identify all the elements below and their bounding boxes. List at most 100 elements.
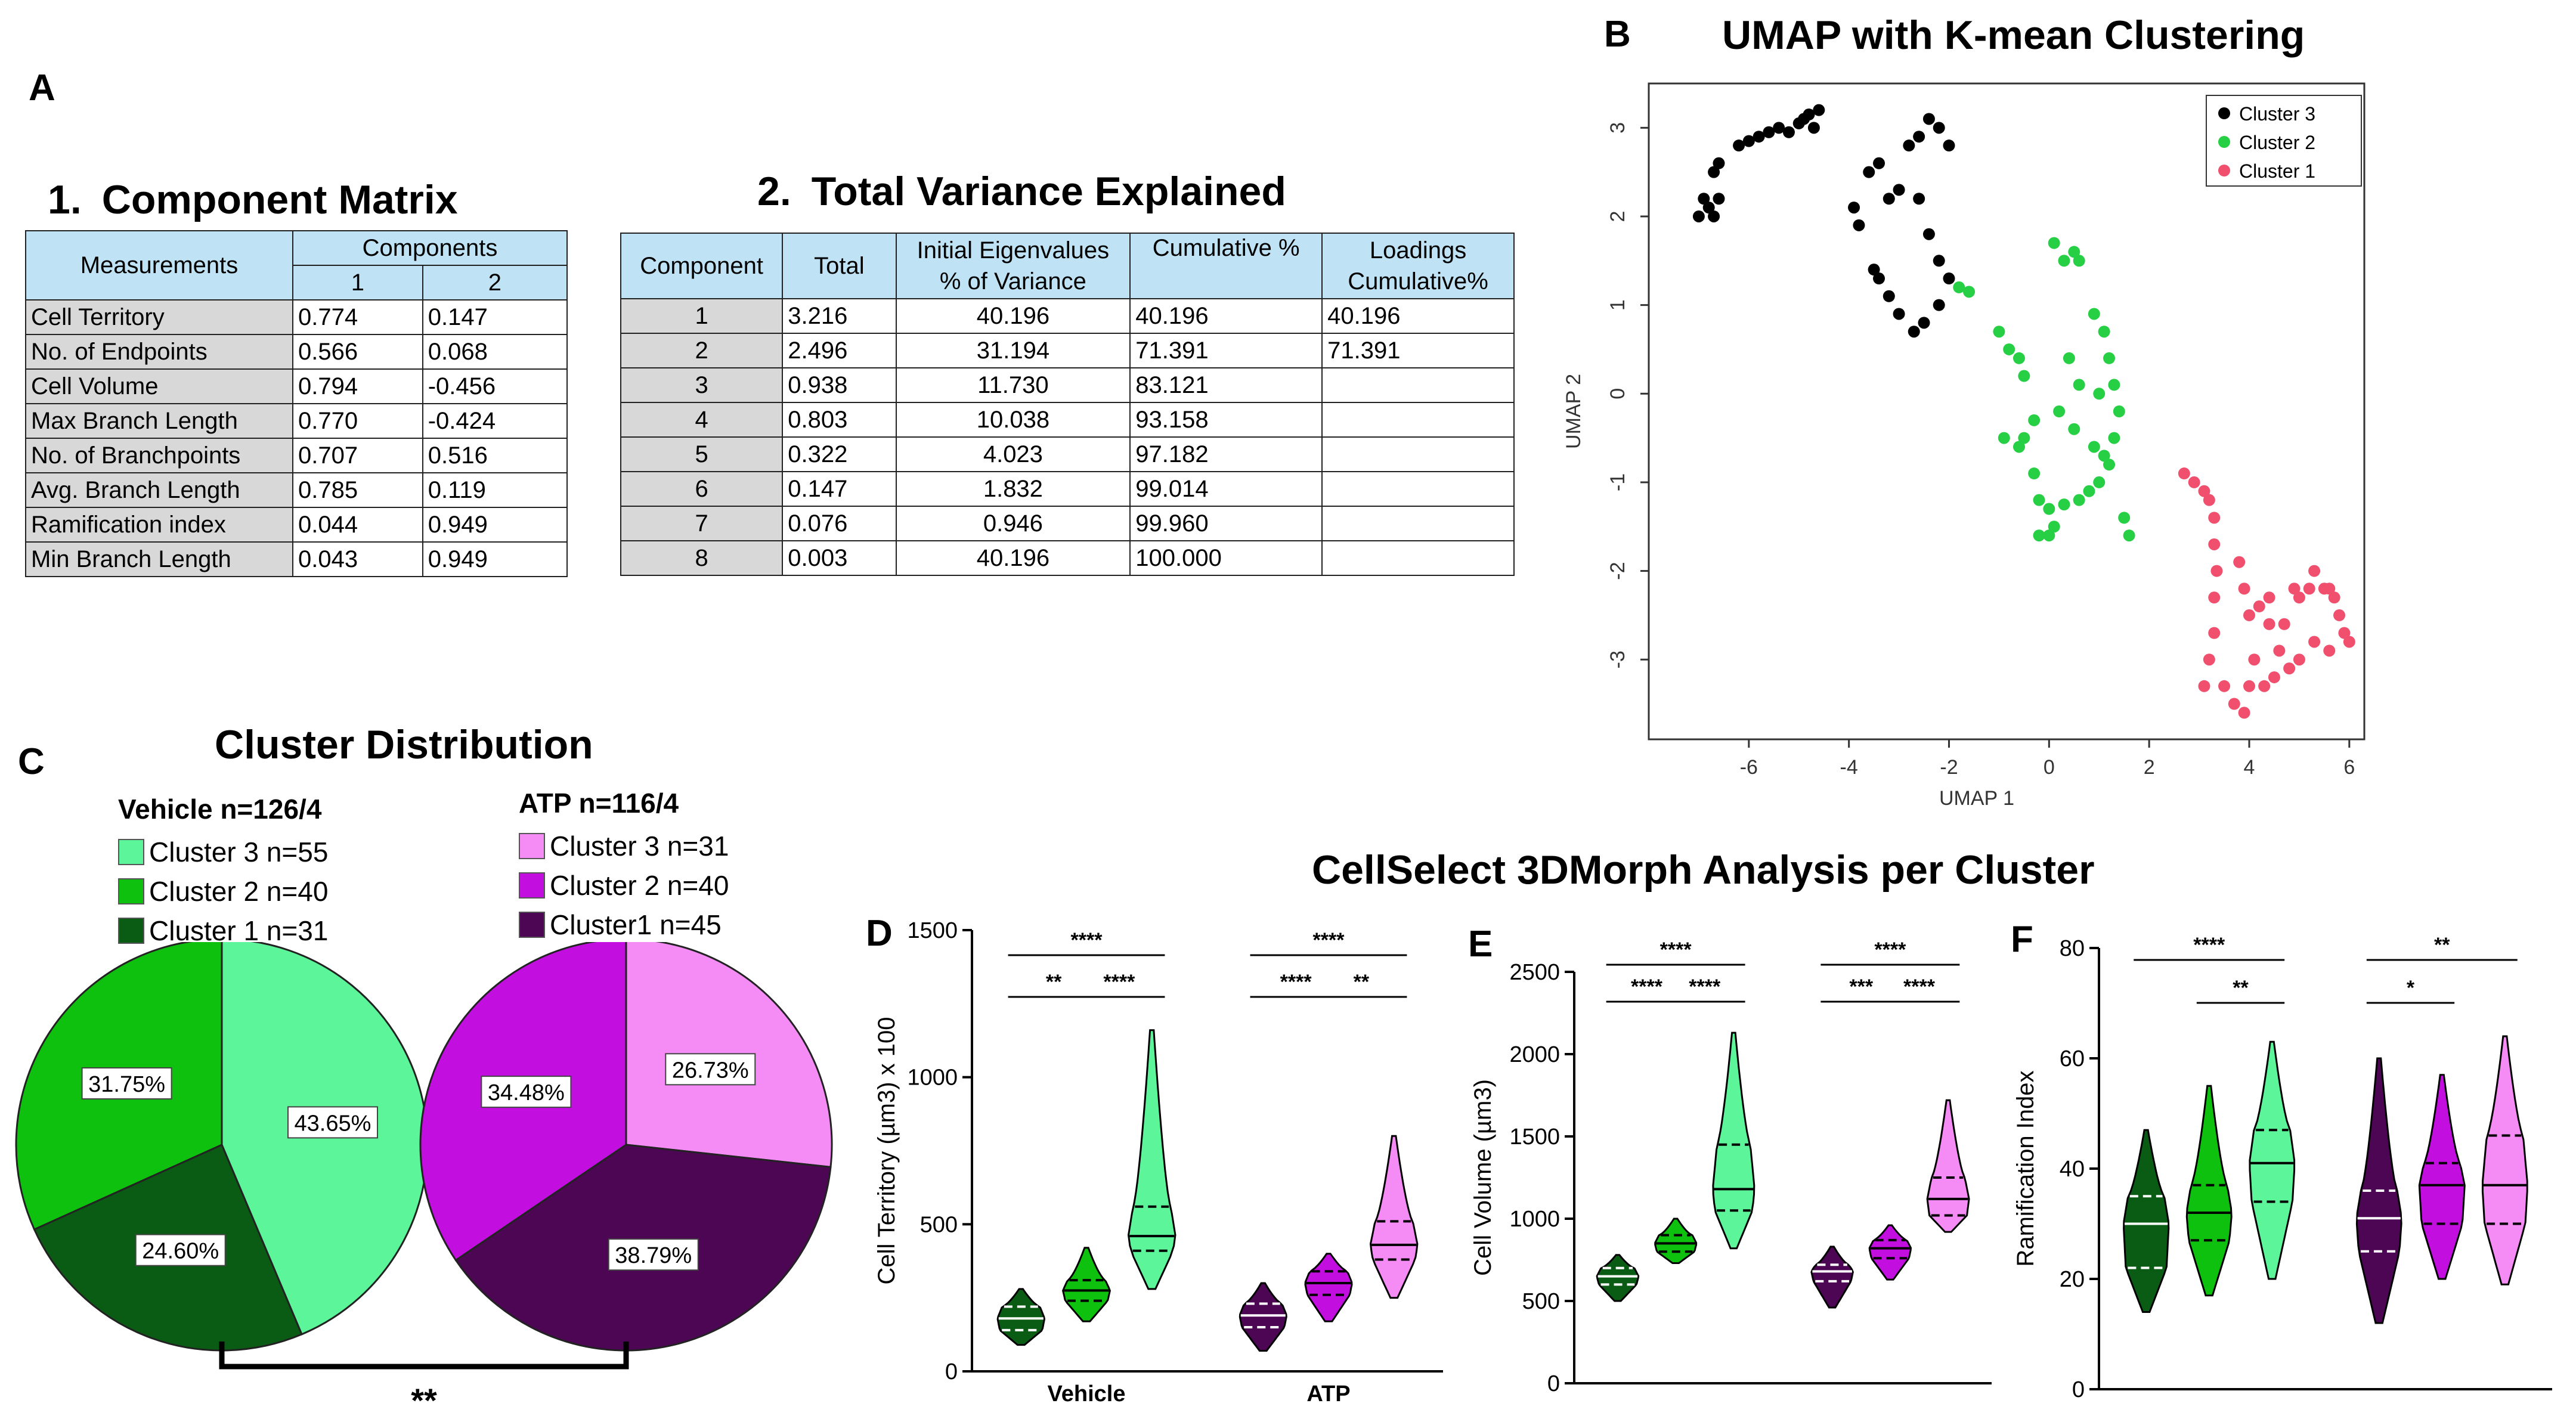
component-number: 8	[620, 540, 784, 576]
vehicle-legend-title: Vehicle n=126/4	[118, 794, 322, 825]
table-row: 5 0.322 4.023 97.182	[620, 436, 1515, 472]
umap-point	[1933, 299, 1945, 311]
atp-slice-label: 38.79%	[615, 1243, 692, 1268]
umap-point	[2108, 379, 2120, 391]
significance-label: ****	[1689, 975, 1721, 998]
umap-point	[2118, 512, 2131, 524]
umap-point	[2243, 609, 2255, 621]
measurement-name: No. of Endpoints	[25, 334, 293, 370]
umap-point	[2208, 627, 2221, 639]
measurement-name: Cell Volume	[25, 368, 293, 404]
swatch-atp-c3	[519, 833, 545, 859]
total-value: 3.216	[782, 298, 897, 334]
atp-legend: ATP n=116/4 Cluster 3 n=31 Cluster 2 n=4…	[519, 787, 729, 944]
umap-point	[2033, 494, 2045, 506]
umap-point	[1807, 122, 1820, 134]
measurement-name: Ramification index	[25, 507, 293, 543]
x-tick-label: -6	[1740, 756, 1758, 779]
percent-variance-value: 10.038	[895, 402, 1131, 438]
umap-point	[1708, 210, 1720, 222]
table-row: 2 2.496 31.194 71.391 71.391	[620, 333, 1515, 368]
atp-legend-label: Cluster 3 n=31	[550, 831, 729, 862]
violin-shape	[1654, 1218, 1698, 1264]
vehicle-slice-label: 43.65%	[295, 1111, 371, 1136]
umap-point	[2203, 653, 2215, 666]
umap-point	[2203, 494, 2215, 506]
umap-point	[1698, 193, 1710, 205]
significance-label: ****	[1313, 929, 1345, 952]
umap-point	[1863, 166, 1875, 178]
umap-point	[1908, 326, 1920, 338]
significance-label: ****	[2193, 934, 2225, 956]
component-2-value: 0.068	[422, 334, 568, 370]
group-label: ATP	[1306, 1381, 1350, 1407]
cumulative-value: 100.000	[1129, 540, 1323, 576]
umap-point	[2273, 645, 2286, 657]
umap-point	[2003, 343, 2015, 355]
significance-label: **	[2233, 977, 2249, 999]
atp-legend-item: Cluster 3 n=31	[519, 826, 729, 866]
component-1-value: 0.566	[292, 334, 423, 370]
umap-point	[2328, 591, 2340, 604]
umap-point	[2088, 308, 2100, 320]
cumulative-value: 97.182	[1129, 436, 1323, 472]
umap-point	[2283, 662, 2296, 675]
measurement-name: Cell Territory	[25, 299, 293, 335]
swatch-atp-c2	[519, 872, 545, 899]
umap-point	[2210, 565, 2223, 577]
table-row: Avg. Branch Length 0.785 0.119	[25, 472, 568, 508]
component-2-value: -0.424	[422, 403, 568, 439]
x-tick-label: 6	[2343, 756, 2355, 779]
table-row: No. of Endpoints 0.566 0.068	[25, 334, 568, 370]
umap-point	[2338, 627, 2351, 639]
vehicle-slice-label-box	[135, 1234, 226, 1266]
violin-shape	[2418, 1074, 2466, 1280]
y-tick-label: 500	[1522, 1289, 1560, 1314]
atp-slice-label-box	[608, 1238, 699, 1271]
cumulative-value: 99.960	[1129, 506, 1323, 541]
panel-letter-a: A	[29, 67, 55, 109]
vehicle-legend-item: Cluster 3 n=55	[118, 832, 328, 872]
umap-point	[2093, 388, 2106, 400]
umap-point	[2098, 450, 2110, 462]
violin-chart-d: 0 500 1000 1500 Cell Territory (µm3) x 100 Ve…	[874, 918, 1443, 1407]
umap-point	[2053, 405, 2066, 417]
y-tick-label: 40	[2060, 1157, 2085, 1182]
violin-shape	[2185, 1085, 2233, 1297]
umap-point	[2238, 583, 2250, 595]
significance-bracket	[219, 1342, 629, 1370]
umap-point	[2208, 538, 2221, 550]
component-matrix-table: Measurements Components 1 2 Cell Territo…	[25, 230, 568, 577]
umap-legend-marker	[2218, 165, 2230, 176]
atp-legend-label: Cluster 2 n=40	[550, 870, 729, 901]
table-row: 4 0.803 10.038 93.158	[620, 402, 1515, 438]
header-loadings: Loadings Cumulative%	[1321, 233, 1515, 299]
header-measurements: Measurements	[25, 230, 293, 301]
component-1-value: 0.794	[292, 368, 423, 404]
table-row: 1 3.216 40.196 40.196 40.196	[620, 298, 1515, 334]
umap-point	[2018, 432, 2030, 444]
vehicle-slice-label: 31.75%	[88, 1072, 165, 1097]
umap-point	[1913, 193, 1925, 205]
umap-point	[1733, 140, 1745, 152]
umap-point	[1913, 131, 1925, 143]
table-row: 7 0.076 0.946 99.960	[620, 506, 1515, 541]
umap-point	[1918, 317, 1930, 329]
umap-legend-box	[2206, 95, 2362, 187]
umap-legend-label: Cluster 3	[2239, 103, 2315, 125]
y-tick-label: 500	[920, 1212, 958, 1237]
violin-shape	[1304, 1253, 1353, 1322]
umap-point	[2343, 636, 2355, 648]
significance-label: ****	[1631, 975, 1663, 998]
pie-charts: 43.65% 24.60% 31.75% 26.73% 38.79% 34.48% **	[15, 942, 833, 1419]
table-row: 8 0.003 40.196 100.000	[620, 540, 1515, 576]
component-2-value: 0.147	[422, 299, 568, 335]
umap-point	[1883, 193, 1895, 205]
umap-point	[1943, 140, 1955, 152]
x-tick-label: 0	[2044, 756, 2055, 779]
loadings-value	[1321, 436, 1515, 472]
violin-shape	[1596, 1254, 1640, 1302]
umap-point	[2208, 591, 2221, 604]
total-value: 0.147	[782, 471, 897, 507]
umap-point	[2048, 237, 2060, 249]
